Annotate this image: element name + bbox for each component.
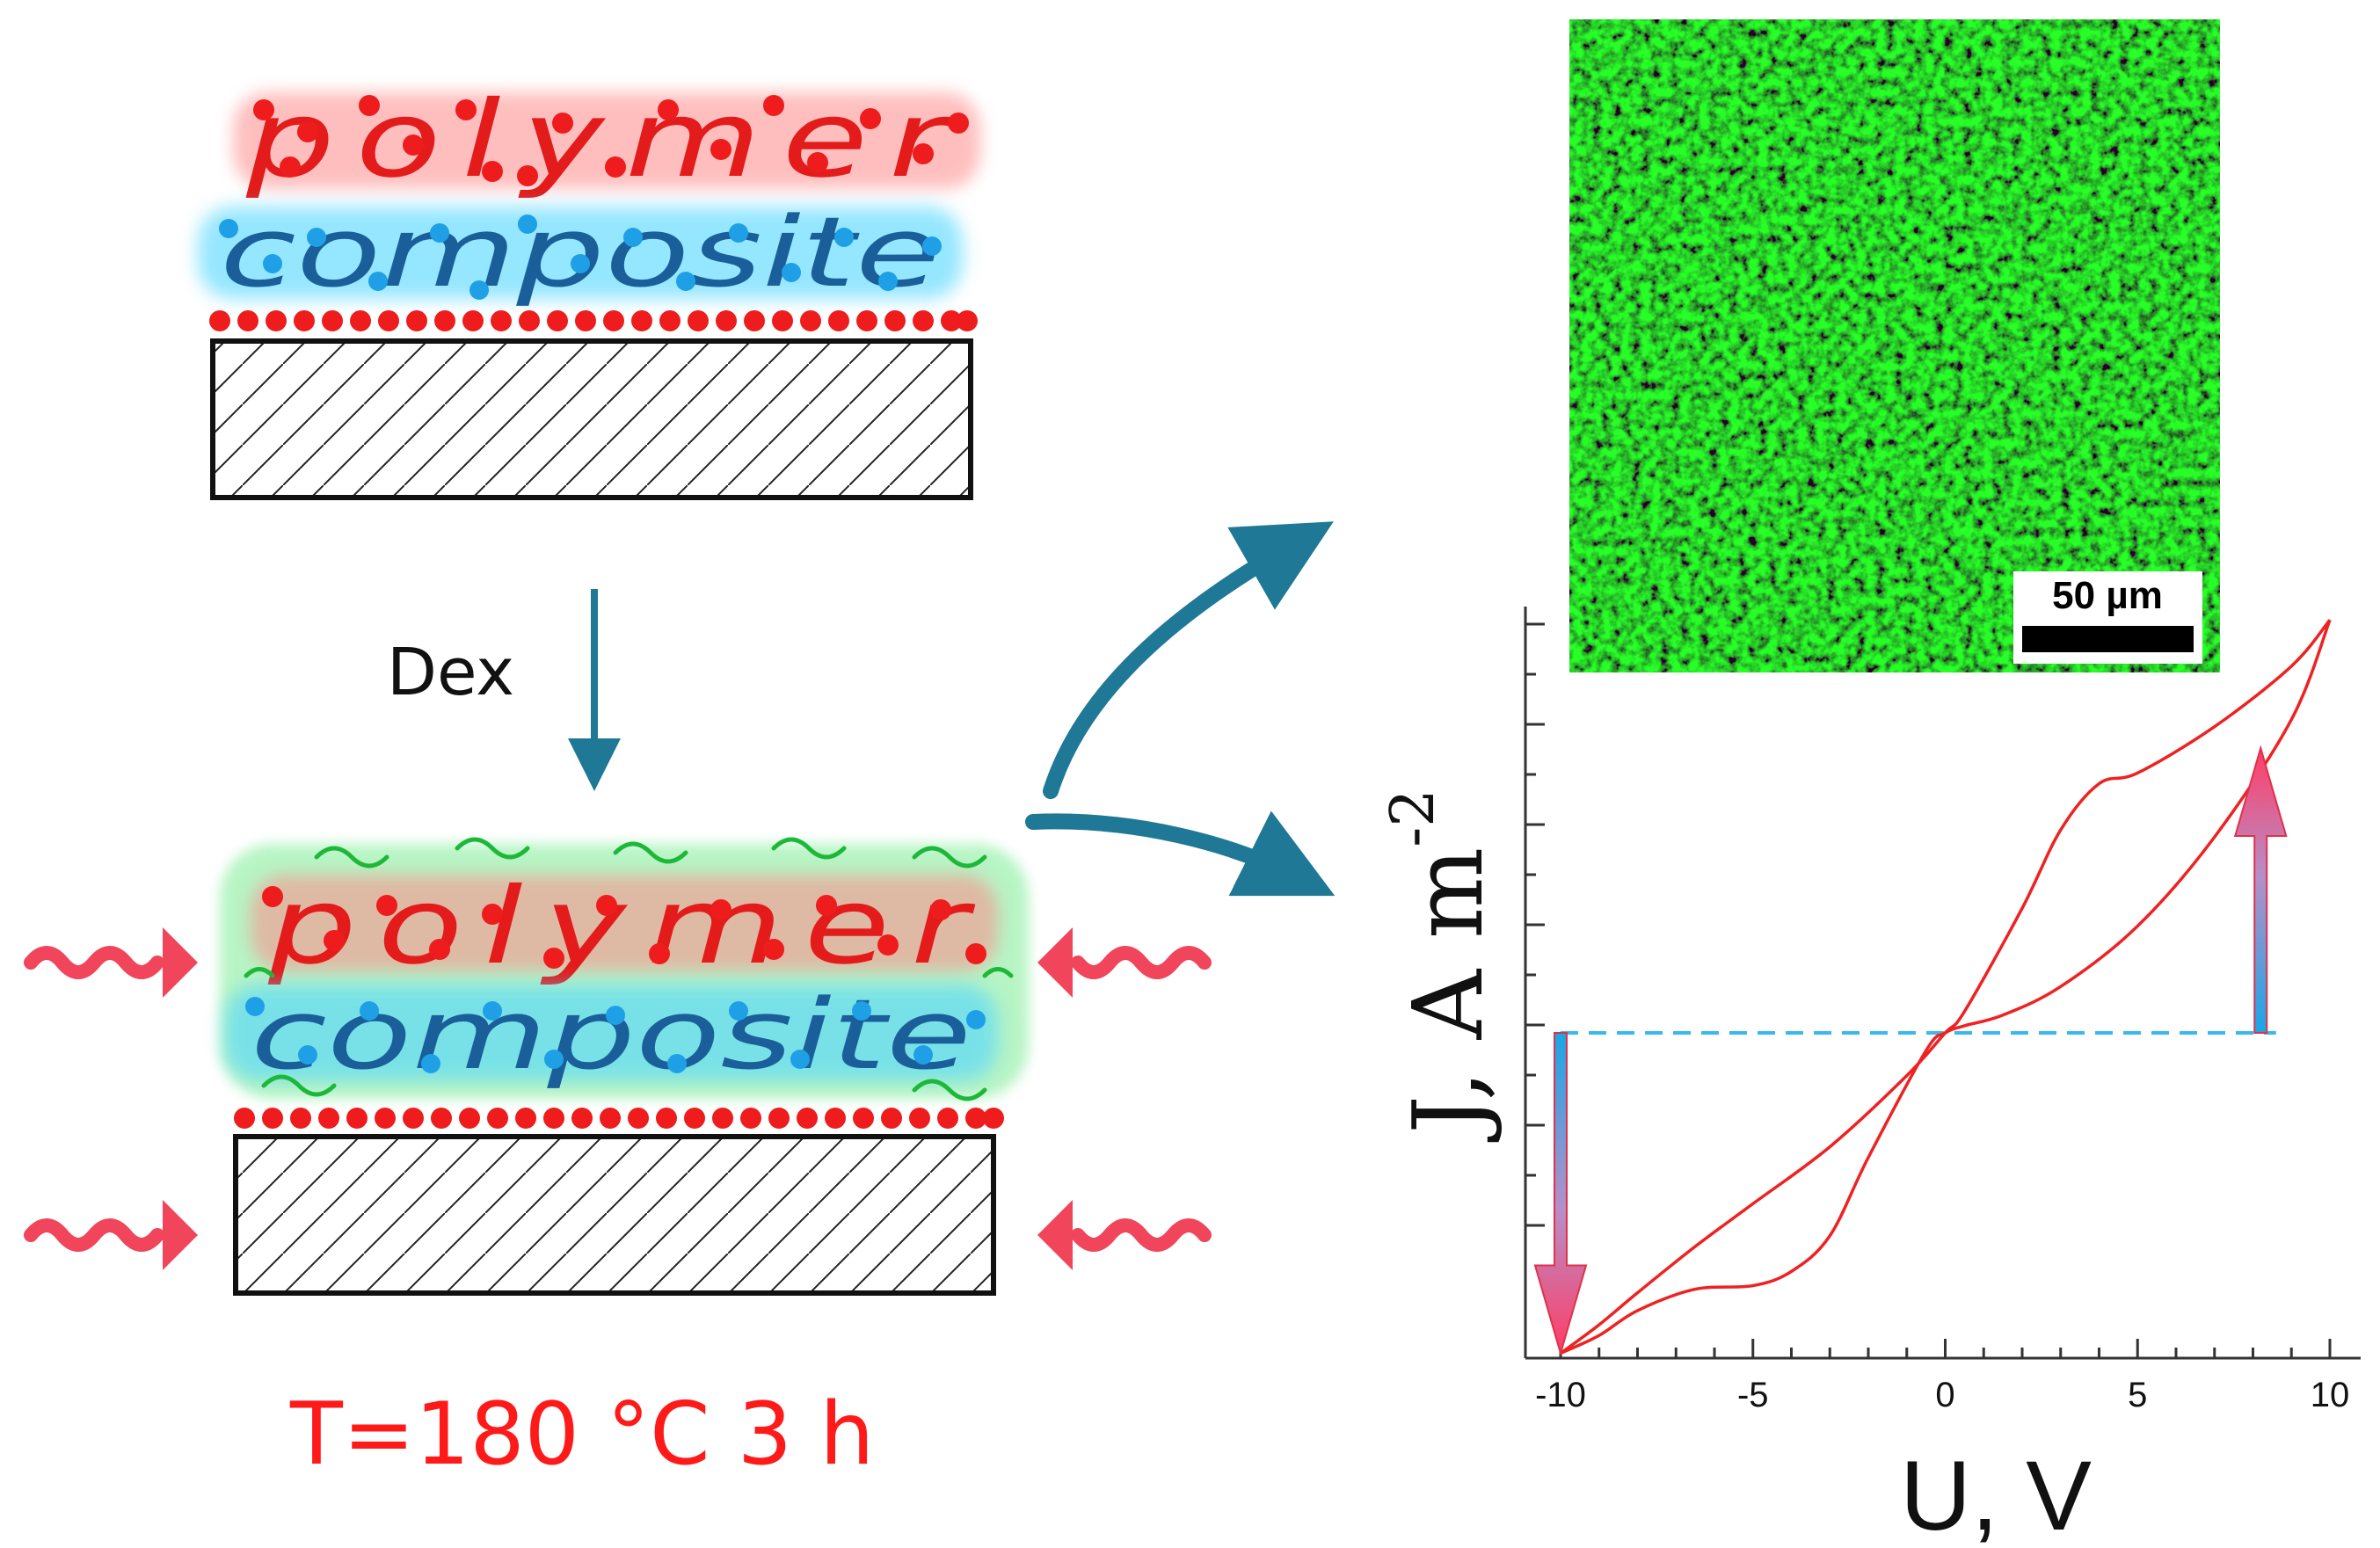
x-tick-label: 5 [2128, 1376, 2147, 1414]
dex-step: Dex [387, 589, 621, 791]
polymer-label: polymer [245, 79, 967, 201]
scale-bar [2022, 626, 2194, 652]
arrow-up-icon [2233, 745, 2288, 1034]
polymer-label-bottom: polymer [267, 866, 989, 988]
y-axis-title: J, A m-2 [1379, 789, 1504, 1143]
heat-arrows [24, 927, 1212, 1270]
arrow-down-annotation [1533, 1032, 1588, 1357]
result-arrows [1025, 521, 1336, 897]
substrate-bottom [233, 1134, 996, 1296]
x-axis-title: U, V [1900, 1441, 2092, 1548]
heat-wave-arrow-icon [1037, 1200, 1212, 1270]
composite-particles [219, 214, 942, 300]
composite-label-bottom: composite [251, 978, 972, 1091]
heat-wave-arrow-icon [24, 927, 198, 998]
scale-bar-label: 50 µm [2052, 574, 2163, 617]
composite-layer-bottom: composite [224, 978, 998, 1091]
heat-wave-arrow-icon [1037, 927, 1212, 998]
scheme-before: polymer composite [198, 79, 980, 500]
arrow-to-micrograph [1043, 521, 1334, 799]
x-tick-label: 0 [1935, 1376, 1954, 1414]
heat-wave-arrow-icon [24, 1200, 198, 1270]
arrow-up-annotation [2233, 745, 2288, 1034]
arrow-to-chart [1025, 810, 1336, 897]
composite-layer-top: composite [198, 196, 963, 309]
dex-label: Dex [387, 635, 514, 710]
polymer-particles [253, 95, 969, 186]
scheme-after: polymer composite [220, 837, 1029, 1296]
chart-series-forward [1559, 619, 2332, 1355]
chart-series-reverse [1560, 619, 2332, 1355]
composite-label: composite [220, 196, 941, 309]
arrow-down-icon [1533, 1032, 1588, 1357]
polymer-layer-bottom: polymer [251, 866, 998, 988]
bead-row-top [209, 310, 978, 331]
polymer-particles-bottom [262, 886, 986, 969]
polymer-layer-top: polymer [233, 79, 980, 201]
y-axis-title-superscript: -2 [1379, 789, 1448, 847]
x-tick-label: -10 [1535, 1376, 1586, 1414]
composite-particles-bottom [245, 997, 986, 1073]
iv-chart: -10 -5 0 5 10 U, V J, A m-2 [1379, 607, 2361, 1548]
micrograph: 50 µm [1569, 19, 2220, 672]
x-tick-label: -5 [1737, 1376, 1769, 1414]
substrate-top [210, 338, 973, 500]
condition-label: T=180 °C 3 h [289, 1384, 874, 1485]
process-arrow-icon [568, 589, 621, 791]
y-axis-title-main: J, A m [1392, 847, 1504, 1143]
bead-row-bottom [234, 1108, 1004, 1129]
x-tick-label: 10 [2311, 1376, 2350, 1414]
dex-chains [244, 837, 1014, 1101]
